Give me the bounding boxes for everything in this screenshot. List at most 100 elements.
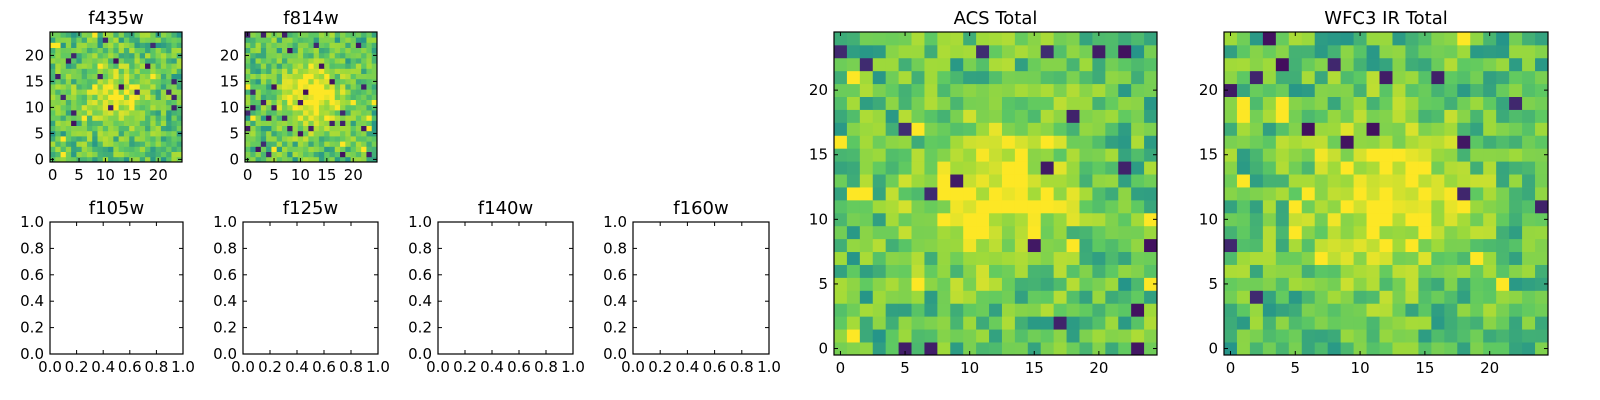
y-tick-label: 0.2	[213, 319, 237, 337]
heatmap-cell	[145, 37, 151, 43]
heatmap-cell	[1040, 264, 1055, 278]
heatmap-cell	[145, 78, 151, 85]
heatmap-cell	[1053, 57, 1067, 72]
heatmap-cell	[160, 89, 167, 95]
heatmap-cell	[1405, 225, 1419, 240]
heatmap-cell	[834, 122, 848, 136]
heatmap-cell	[65, 63, 72, 69]
heatmap-cell	[281, 141, 288, 147]
heatmap-cell	[1470, 174, 1484, 188]
heatmap-cell	[92, 84, 98, 90]
heatmap-cell	[50, 58, 56, 64]
heatmap-cell	[1079, 342, 1093, 356]
heatmap-cell	[366, 125, 373, 132]
heatmap-cell	[963, 303, 977, 317]
heatmap-cell	[1262, 277, 1277, 291]
heatmap-cell	[1405, 148, 1419, 162]
heatmap-cell	[1040, 161, 1055, 175]
heatmap-cell	[245, 141, 251, 147]
heatmap-cell	[1105, 277, 1119, 291]
heatmap-cell	[50, 37, 56, 43]
heatmap-cell	[123, 58, 130, 64]
heatmap-cell	[1470, 96, 1484, 110]
heatmap-cell	[355, 156, 362, 163]
heatmap-cell	[1014, 199, 1029, 214]
heatmap-cell	[355, 99, 362, 106]
heatmap-cell	[937, 342, 951, 356]
heatmap-cell	[1340, 316, 1354, 330]
heatmap-cell	[1144, 135, 1158, 149]
heatmap-cell	[176, 37, 183, 43]
heatmap-cell	[102, 115, 109, 121]
heatmap-cell	[81, 63, 88, 69]
heatmap-cell	[898, 238, 912, 253]
heatmap-cell	[366, 32, 373, 38]
heatmap-cell	[1379, 303, 1393, 317]
heatmap-cell	[65, 136, 72, 142]
heatmap-cell	[297, 42, 304, 48]
heatmap-cell	[355, 73, 362, 80]
heatmap-cell	[255, 130, 262, 137]
heatmap-cell	[1053, 174, 1067, 188]
heatmap-cell	[898, 277, 912, 291]
heatmap-cell	[1053, 303, 1067, 317]
heatmap-cell	[1314, 225, 1329, 240]
heatmap-cell	[1001, 290, 1016, 304]
heatmap-cell	[1340, 161, 1354, 175]
heatmap-cell	[81, 32, 88, 38]
heatmap-cell	[834, 148, 848, 162]
heatmap-cell	[260, 89, 267, 95]
heatmap-cell	[76, 146, 83, 152]
heatmap-cell	[139, 130, 146, 137]
heatmap-cell	[250, 146, 256, 152]
heatmap-cell	[924, 174, 938, 188]
heatmap-cell	[1314, 57, 1329, 72]
heatmap-cell	[1509, 225, 1523, 240]
heatmap-cell	[1444, 212, 1458, 227]
heatmap-cell	[1353, 83, 1367, 97]
heatmap-cell	[76, 151, 83, 158]
heatmap-cell	[139, 89, 146, 95]
heatmap-cell	[1327, 148, 1342, 162]
heatmap-cell	[1483, 329, 1497, 343]
heatmap-cell	[160, 156, 167, 163]
heatmap-cell	[86, 94, 93, 100]
heatmap-cell	[1522, 135, 1536, 149]
heatmap-cell	[76, 125, 83, 132]
heatmap-cell	[859, 342, 874, 356]
heatmap-cell	[1353, 329, 1367, 343]
heatmap-cell	[846, 225, 861, 240]
heatmap-cell	[155, 104, 162, 111]
heatmap-cell	[134, 68, 141, 74]
heatmap-cell	[1053, 199, 1067, 214]
heatmap-cell	[303, 84, 309, 90]
heatmap-cell	[118, 63, 125, 69]
heatmap-cell	[145, 73, 151, 80]
heatmap-cell	[937, 135, 951, 149]
heatmap-cell	[1262, 225, 1277, 240]
heatmap-cell	[118, 130, 125, 137]
heatmap-cell	[989, 264, 1003, 278]
heatmap-cell	[260, 130, 267, 137]
heatmap-cell	[1131, 148, 1145, 162]
axes-frame	[1223, 31, 1549, 356]
heatmap-cell	[963, 329, 977, 343]
heatmap-cell	[102, 104, 109, 111]
chart-title: f814w	[283, 8, 338, 29]
heatmap-cell	[1483, 148, 1497, 162]
heatmap-cell	[292, 42, 299, 48]
heatmap-cell	[1392, 342, 1406, 356]
heatmap-cell	[287, 110, 293, 116]
heatmap-cell	[324, 58, 330, 64]
heatmap-cell	[1066, 96, 1080, 110]
heatmap-cell	[898, 161, 912, 175]
heatmap-cell	[276, 89, 283, 95]
heatmap-cell	[1379, 225, 1393, 240]
heatmap-cell	[1496, 212, 1510, 227]
heatmap-cell	[102, 99, 109, 106]
heatmap-cell	[65, 37, 72, 43]
heatmap-cell	[355, 58, 362, 64]
heatmap-cell	[324, 136, 330, 142]
heatmap-cell	[71, 94, 77, 100]
